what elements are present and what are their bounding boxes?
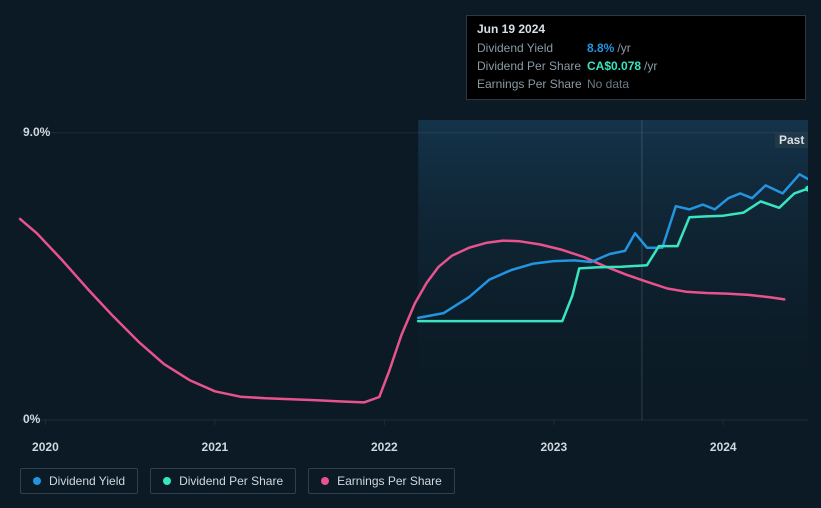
legend-item[interactable]: Dividend Per Share (150, 468, 296, 494)
tooltip-row-label: Earnings Per Share (477, 77, 587, 91)
tooltip-row-label: Dividend Per Share (477, 59, 587, 73)
x-axis-label: 2021 (202, 440, 229, 454)
legend-label: Dividend Per Share (179, 474, 283, 488)
legend-item[interactable]: Earnings Per Share (308, 468, 455, 494)
tooltip-row-label: Dividend Yield (477, 41, 587, 55)
legend-dot-icon (163, 477, 171, 485)
tooltip-row-unit: /yr (644, 59, 657, 73)
y-axis-label: 9.0% (23, 125, 50, 139)
legend: Dividend Yield Dividend Per Share Earnings… (20, 468, 455, 494)
legend-item[interactable]: Dividend Yield (20, 468, 138, 494)
hover-tooltip: Jun 19 2024 Dividend Yield8.8%/yrDividen… (466, 15, 806, 100)
tooltip-row-value: 8.8% (587, 41, 614, 55)
chart-container: Jun 19 2024 Dividend Yield8.8%/yrDividen… (0, 0, 821, 508)
tooltip-row-unit: /yr (617, 41, 630, 55)
tooltip-date: Jun 19 2024 (477, 22, 795, 39)
legend-dot-icon (33, 477, 41, 485)
tooltip-row: Dividend Per ShareCA$0.078/yr (477, 57, 795, 75)
past-region-label: Past (775, 132, 808, 148)
tooltip-row: Dividend Yield8.8%/yr (477, 39, 795, 57)
tooltip-row: Earnings Per ShareNo data (477, 75, 795, 93)
y-axis-label: 0% (23, 412, 40, 426)
x-axis-label: 2024 (710, 440, 737, 454)
x-axis-label: 2022 (371, 440, 398, 454)
legend-label: Earnings Per Share (337, 474, 442, 488)
legend-dot-icon (321, 477, 329, 485)
legend-label: Dividend Yield (49, 474, 125, 488)
x-axis-label: 2023 (540, 440, 567, 454)
tooltip-row-value: CA$0.078 (587, 59, 641, 73)
x-axis-label: 2020 (32, 440, 59, 454)
tooltip-row-nodata: No data (587, 77, 629, 91)
